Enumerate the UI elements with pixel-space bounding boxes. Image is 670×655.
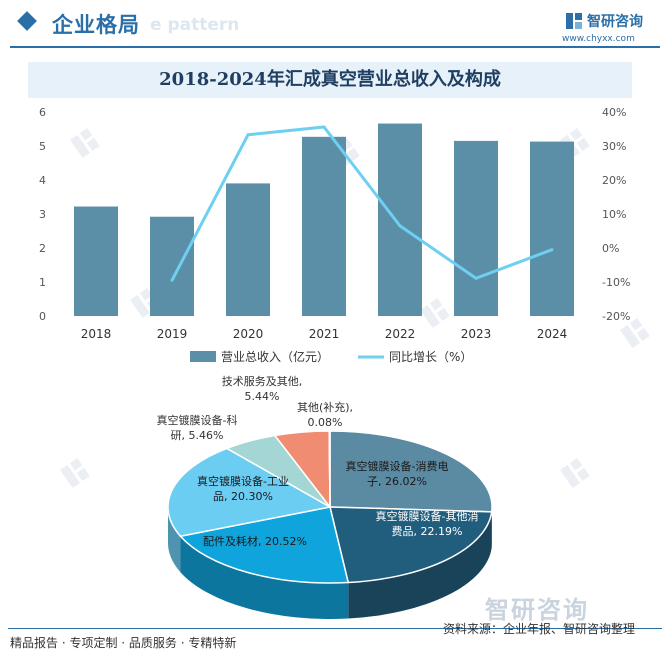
pie-slice-label: 真空镀膜设备-消费电子, 26.02% bbox=[346, 459, 449, 488]
chyxx-logo-icon bbox=[566, 13, 582, 29]
revenue-bar bbox=[226, 183, 270, 316]
revenue-bar bbox=[150, 216, 194, 316]
x-tick-label: 2019 bbox=[157, 327, 188, 341]
pie-slice bbox=[179, 506, 350, 584]
growth-point bbox=[398, 224, 402, 228]
growth-point bbox=[474, 276, 478, 280]
watermark-logo-icon bbox=[560, 457, 590, 489]
pie-slice-label: 其他(补充), 0.08% bbox=[297, 400, 353, 429]
x-tick-label: 2024 bbox=[537, 327, 568, 341]
pie-slice-side bbox=[180, 536, 349, 619]
ghost-subtitle: e pattern bbox=[150, 15, 240, 35]
pie-slice bbox=[329, 506, 493, 584]
bar-line-chart: 0 1 2 3 4 5 6 -20% -10% 0% 10% 20% 30% 40% 2018 2019 202… bbox=[39, 106, 630, 364]
watermark-brand: 智研咨询 bbox=[485, 596, 589, 624]
pie-slice-label-line: 技术服务及其他, bbox=[222, 375, 303, 388]
section-title: 企业格局 bbox=[52, 13, 140, 37]
growth-point bbox=[550, 248, 554, 252]
y-right-tick-label: 30% bbox=[602, 140, 626, 153]
pie-slice-label-line: 0.08% bbox=[308, 416, 343, 429]
y-right-tick-label: -20% bbox=[602, 310, 630, 323]
growth-point bbox=[170, 278, 174, 282]
chart-title-band: 2018-2024年汇成真空营业总收入及构成 bbox=[28, 62, 632, 98]
revenue-bar bbox=[378, 123, 422, 316]
revenue-bar bbox=[74, 206, 118, 316]
legend-bar-swatch bbox=[190, 351, 216, 362]
y-right-tick-label: 10% bbox=[602, 208, 626, 221]
pie-slice-label-line: 配件及耗材, 20.52% bbox=[203, 534, 307, 548]
legend-bar-label: 营业总收入（亿元） bbox=[221, 349, 329, 364]
header: e pattern 企业格局 智研咨询 www.chyxx.com bbox=[0, 0, 670, 52]
x-tick-label: 2022 bbox=[385, 327, 416, 341]
watermark-logo-icon bbox=[420, 297, 450, 329]
pie-slice-label-line: 其他(补充), bbox=[297, 400, 353, 414]
pie-slice-side bbox=[348, 511, 492, 619]
pie-slice-label-line: 真空镀膜设备-工业 bbox=[197, 474, 289, 488]
x-tick-label: 2023 bbox=[461, 327, 492, 341]
brand-name: 智研咨询 bbox=[587, 14, 643, 30]
pie-slice-label-line: 真空镀膜设备-其他消 bbox=[376, 509, 479, 523]
pie-slice-label: 真空镀膜设备-其他消费品, 22.19% bbox=[376, 509, 479, 538]
chart-title: 2018-2024年汇成真空营业总收入及构成 bbox=[159, 69, 501, 90]
growth-line bbox=[170, 125, 553, 281]
watermark-logo-icon bbox=[70, 127, 100, 159]
pie-slice-label-line: 真空镀膜设备-消费电 bbox=[346, 459, 449, 473]
y-left-tick-label: 0 bbox=[39, 310, 46, 323]
growth-point bbox=[246, 133, 250, 137]
y-left-tick-label: 1 bbox=[39, 276, 46, 289]
growth-point bbox=[322, 125, 326, 129]
pie-slice-label: 配件及耗材, 20.52% bbox=[203, 534, 307, 548]
pie-slice-label-line: 子, 26.02% bbox=[367, 475, 427, 488]
header-divider bbox=[10, 46, 660, 48]
watermark-logo-icon bbox=[620, 317, 650, 349]
source-note: 资料来源：企业年报、智研咨询整理 bbox=[443, 622, 636, 636]
footer-divider bbox=[8, 628, 662, 629]
x-tick-label: 2020 bbox=[233, 327, 264, 341]
pie-slice bbox=[329, 430, 493, 513]
y-left-tick-label: 4 bbox=[39, 174, 46, 187]
pie-slice-label: 真空镀膜设备-工业品, 20.30% bbox=[197, 474, 289, 503]
y-left-tick-label: 3 bbox=[39, 208, 46, 221]
brand-url[interactable]: www.chyxx.com bbox=[562, 34, 635, 44]
pie-slice-label-line: 5.44% bbox=[245, 390, 280, 403]
x-tick-label: 2021 bbox=[309, 327, 340, 341]
y-left-tick-label: 5 bbox=[39, 140, 46, 153]
footer-tagline: 精品报告 · 专项定制 · 品质服务 · 专精特新 bbox=[10, 636, 237, 650]
watermark-logo-icon bbox=[60, 457, 90, 489]
x-tick-label: 2018 bbox=[81, 327, 112, 341]
revenue-bar bbox=[530, 141, 574, 316]
pie-slice-label-line: 费品, 22.19% bbox=[392, 525, 463, 538]
pie-chart: 真空镀膜设备-消费电子, 26.02% 真空镀膜设备-其他消费品, 22.19% 配… bbox=[157, 375, 493, 619]
pie-slice bbox=[167, 447, 333, 538]
y-right-tick-label: 40% bbox=[602, 106, 626, 119]
pie-slice-label-line: 真空镀膜设备-科 bbox=[157, 413, 238, 427]
y-right-tick-label: -10% bbox=[602, 276, 630, 289]
pie-slice bbox=[328, 430, 331, 508]
pie-slice-label-line: 研, 5.46% bbox=[171, 429, 224, 442]
pie-slice-label: 技术服务及其他, 5.44% bbox=[222, 375, 303, 403]
y-left-tick-label: 6 bbox=[39, 106, 46, 119]
legend-line-label: 同比增长（%） bbox=[389, 350, 472, 364]
y-right-tick-label: 20% bbox=[602, 174, 626, 187]
pie-slice-label-line: 品, 20.30% bbox=[213, 490, 273, 503]
y-left-tick-label: 2 bbox=[39, 242, 46, 255]
revenue-bar bbox=[454, 140, 498, 316]
pie-slice-label: 真空镀膜设备-科研, 5.46% bbox=[157, 413, 238, 442]
y-right-tick-label: 0% bbox=[602, 242, 619, 255]
revenue-bar bbox=[302, 136, 346, 316]
